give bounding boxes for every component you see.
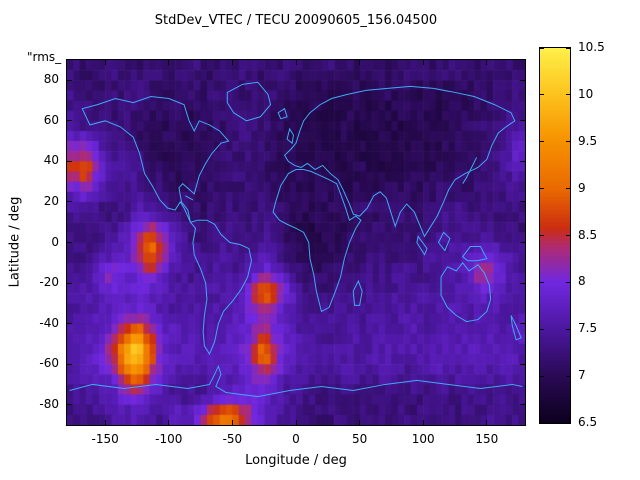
colorbar-tick-mark	[540, 188, 544, 190]
y-tick-mark	[520, 79, 525, 81]
colorbar-tick-mark	[540, 328, 544, 330]
y-tick-mark	[67, 79, 72, 81]
x-tick-mark	[295, 60, 297, 65]
colorbar-tick-mark	[540, 281, 544, 283]
colorbar-tick-label: 7	[578, 368, 586, 383]
coastline-north-america	[82, 97, 228, 223]
plot-area	[66, 59, 526, 426]
y-tick-label: 20	[43, 193, 59, 208]
y-tick-mark	[520, 404, 525, 406]
colorbar-tick-mark	[566, 281, 570, 283]
colorbar-tick-mark	[540, 375, 544, 377]
x-tick-mark	[104, 60, 106, 65]
y-tick-mark	[67, 323, 72, 325]
x-tick-mark	[104, 420, 106, 425]
y-tick-mark	[67, 160, 72, 162]
colorbar-tick-label: 9	[578, 180, 586, 195]
coastline-japan	[463, 157, 477, 183]
y-tick-label: 40	[43, 153, 59, 168]
x-tick-mark	[168, 420, 170, 425]
colorbar-tick-label: 10	[578, 86, 594, 101]
x-tick-mark	[231, 60, 233, 65]
coastline-cuba	[185, 196, 193, 200]
colorbar-tick-mark	[566, 47, 570, 49]
x-axis-label: Longitude / deg	[245, 453, 347, 468]
y-tick-label: -80	[39, 396, 59, 411]
x-tick-mark	[359, 420, 361, 425]
colorbar-tick-mark	[566, 188, 570, 190]
coastline-australia	[441, 263, 491, 322]
y-tick-mark	[67, 363, 72, 365]
y-tick-mark	[520, 160, 525, 162]
y-tick-label: 80	[43, 72, 59, 87]
y-tick-mark	[67, 242, 72, 243]
colorbar-canvas	[540, 48, 570, 423]
x-tick-label: -150	[91, 432, 119, 446]
x-tick-mark	[359, 60, 361, 65]
y-tick-mark	[520, 120, 525, 122]
coastline-antarctica	[70, 366, 523, 396]
colorbar-tick-label: 9.5	[578, 133, 598, 148]
y-tick-label: -20	[39, 275, 59, 290]
colorbar-tick-mark	[566, 375, 570, 377]
colorbar-tick-mark	[566, 422, 570, 424]
coastline-borneo	[438, 232, 449, 250]
y-tick-mark	[67, 282, 72, 284]
colorbar-tick-mark	[566, 328, 570, 330]
coastline-madagascar	[353, 281, 362, 305]
coastline-greenland	[227, 82, 270, 121]
colorbar-tick-mark	[540, 47, 544, 49]
colorbar-tick-mark	[566, 235, 570, 236]
y-tick-label: -60	[39, 356, 59, 371]
x-tick-label: 150	[475, 432, 499, 446]
coastline-iceland	[278, 109, 287, 119]
coastlines-overlay	[67, 60, 525, 425]
x-tick-label: -100	[155, 432, 183, 446]
x-tick-mark	[422, 60, 424, 65]
coastline-new-zealand	[511, 316, 521, 340]
colorbar-tick-mark	[540, 141, 544, 143]
y-tick-label: 0	[51, 234, 59, 249]
colorbar-tick-mark	[540, 235, 544, 236]
colorbar	[539, 47, 571, 424]
colorbar-tick-label: 8.5	[578, 227, 598, 242]
x-tick-label: 100	[411, 432, 435, 446]
colorbar-tick-mark	[540, 422, 544, 424]
y-tick-label: 60	[43, 112, 59, 127]
x-tick-label: 0	[292, 432, 300, 446]
y-tick-mark	[67, 404, 72, 406]
x-tick-label: 50	[351, 432, 368, 446]
y-tick-mark	[67, 120, 72, 122]
chart-title: StdDev_VTEC / TECU 20090605_156.04500	[154, 13, 438, 28]
x-tick-mark	[486, 60, 488, 65]
y-tick-mark	[520, 201, 525, 203]
coastline-new-guinea	[463, 247, 487, 261]
coastline-africa	[273, 170, 361, 312]
y-tick-mark	[67, 201, 72, 203]
colorbar-tick-mark	[566, 141, 570, 143]
y-tick-mark	[520, 242, 525, 243]
colorbar-tick-label: 8	[578, 274, 586, 289]
colorbar-tick-mark	[566, 94, 570, 96]
x-tick-mark	[422, 420, 424, 425]
rms-annotation: "rms_	[27, 50, 62, 64]
coastline-eurasia	[285, 86, 515, 236]
coastline-sumatra	[417, 236, 427, 254]
x-tick-label: -50	[222, 432, 243, 446]
colorbar-tick-label: 7.5	[578, 321, 598, 336]
y-tick-mark	[520, 282, 525, 284]
y-tick-mark	[520, 323, 525, 325]
y-tick-label: -40	[39, 315, 59, 330]
coastline-uk	[287, 129, 293, 143]
colorbar-tick-label: 6.5	[578, 415, 598, 429]
x-tick-mark	[486, 420, 488, 425]
coastline-south-america	[190, 220, 251, 354]
y-tick-mark	[520, 363, 525, 365]
x-tick-mark	[231, 420, 233, 425]
colorbar-tick-label: 10.5	[578, 40, 605, 54]
colorbar-tick-mark	[540, 94, 544, 96]
x-tick-mark	[168, 60, 170, 65]
x-tick-mark	[295, 420, 297, 425]
